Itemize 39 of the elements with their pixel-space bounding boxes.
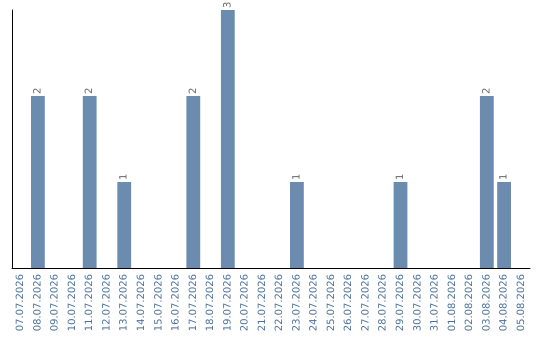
x-tick-label: 16.07.2026 [170, 274, 182, 332]
x-tick-label: 21.07.2026 [256, 274, 268, 332]
data-label: 1 [118, 174, 130, 180]
data-label: 1 [291, 174, 302, 180]
x-tick-label: 19.07.2026 [222, 274, 234, 332]
data-label: 2 [188, 88, 199, 94]
data-label: 2 [32, 88, 44, 94]
x-tick-label: 15.07.2026 [153, 274, 164, 332]
x-tick-label: 02.08.2026 [464, 274, 476, 332]
x-tick-label: 03.08.2026 [481, 274, 492, 332]
data-label: 1 [395, 174, 406, 180]
x-tick-label: 25.07.2026 [326, 274, 337, 332]
x-tick-label: 31.07.2026 [430, 274, 441, 332]
x-tick-label: 01.08.2026 [446, 274, 458, 332]
data-label: 2 [84, 88, 96, 94]
x-tick-label: 12.07.2026 [101, 274, 112, 332]
x-tick-label: 09.07.2026 [50, 274, 61, 332]
x-tick-label: 13.07.2026 [118, 274, 130, 332]
data-label: 1 [498, 174, 510, 180]
data-label: 3 [222, 2, 234, 8]
x-tick-label: 22.07.2026 [274, 274, 286, 332]
x-tick-label: 27.07.2026 [360, 274, 372, 332]
x-tick-label: 10.07.2026 [66, 274, 78, 332]
x-tick-label: 24.07.2026 [308, 274, 320, 332]
x-tick-label: 05.08.2026 [516, 274, 527, 332]
x-tick-label: 17.07.2026 [188, 274, 199, 332]
x-tick-label: 30.07.2026 [412, 274, 424, 332]
data-label: 2 [481, 88, 492, 94]
x-tick-label: 29.07.2026 [395, 274, 406, 332]
x-tick-label: 28.07.2026 [378, 274, 389, 332]
x-tick-label: 08.07.2026 [32, 274, 44, 332]
x-tick-label: 23.07.2026 [291, 274, 302, 332]
x-tick-label: 04.08.2026 [498, 274, 510, 332]
x-tick-label: 07.07.2026 [15, 274, 26, 332]
x-tick-label: 11.07.2026 [84, 274, 96, 332]
x-tick-label: 14.07.2026 [136, 274, 147, 332]
x-tick-label: 20.07.2026 [240, 274, 251, 332]
x-tick-label: 26.07.2026 [343, 274, 354, 332]
x-tick-label: 18.07.2026 [205, 274, 216, 332]
